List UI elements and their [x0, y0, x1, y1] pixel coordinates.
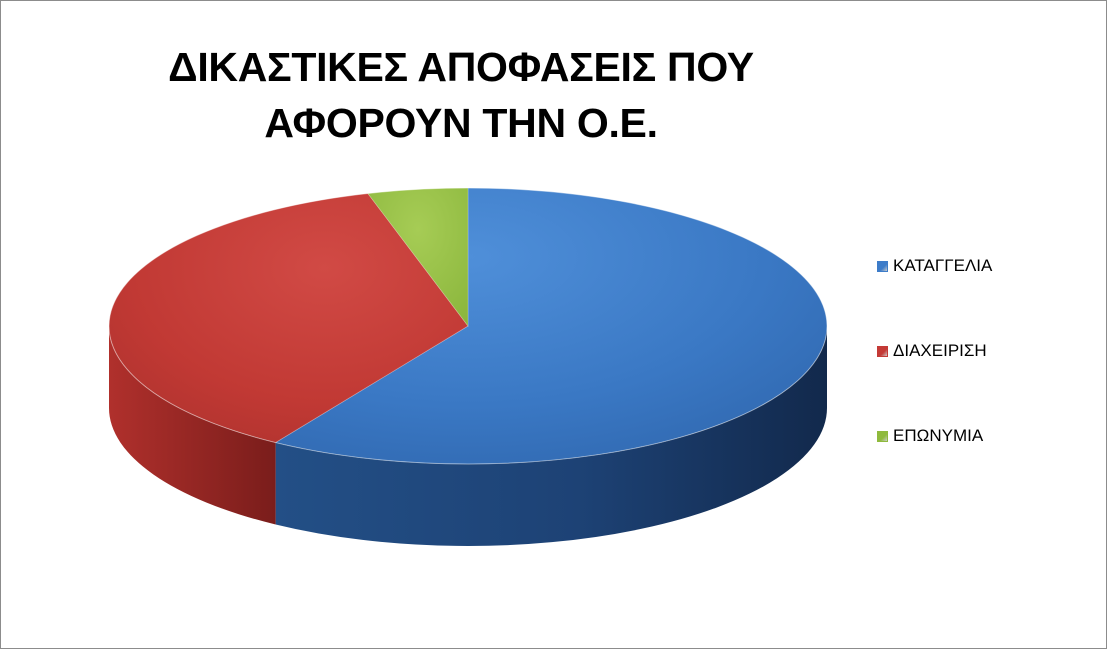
legend-label-katangelia: ΚΑΤΑΓΓΕΛΙΑ	[893, 256, 993, 275]
legend-item-katangelia: ΚΑΤΑΓΓΕΛΙΑ	[877, 254, 992, 278]
legend-item-diacheirisi: ΔΙΑΧΕΙΡΙΣΗ	[877, 339, 987, 363]
legend-swatch-diacheirisi	[877, 345, 888, 357]
pie-rim	[108, 187, 828, 465]
pie-slice-diacheirisi	[108, 193, 469, 443]
legend-swatch-katangelia	[877, 260, 888, 272]
pie-slice-katangelia	[274, 187, 828, 465]
pie-slice-eponymia	[367, 187, 469, 328]
pie-side-katangelia	[275, 326, 827, 546]
pie-side-diacheirisi	[109, 326, 276, 525]
pie-tops	[108, 187, 828, 465]
legend-swatch-eponymia	[877, 430, 888, 442]
chart-title: ΔΙΚΑΣΤΙΚΕΣ ΑΠΟΦΑΣΕΙΣ ΠΟΥ ΑΦΟΡΟΥΝ ΤΗΝ Ο.Ε…	[168, 44, 754, 146]
legend-item-eponymia: ΕΠΩΝΥΜΙΑ	[877, 424, 983, 448]
legend-label-diacheirisi: ΔΙΑΧΕΙΡΙΣΗ	[893, 341, 987, 360]
pie-sides	[109, 326, 827, 546]
legend-label-eponymia: ΕΠΩΝΥΜΙΑ	[893, 426, 984, 445]
